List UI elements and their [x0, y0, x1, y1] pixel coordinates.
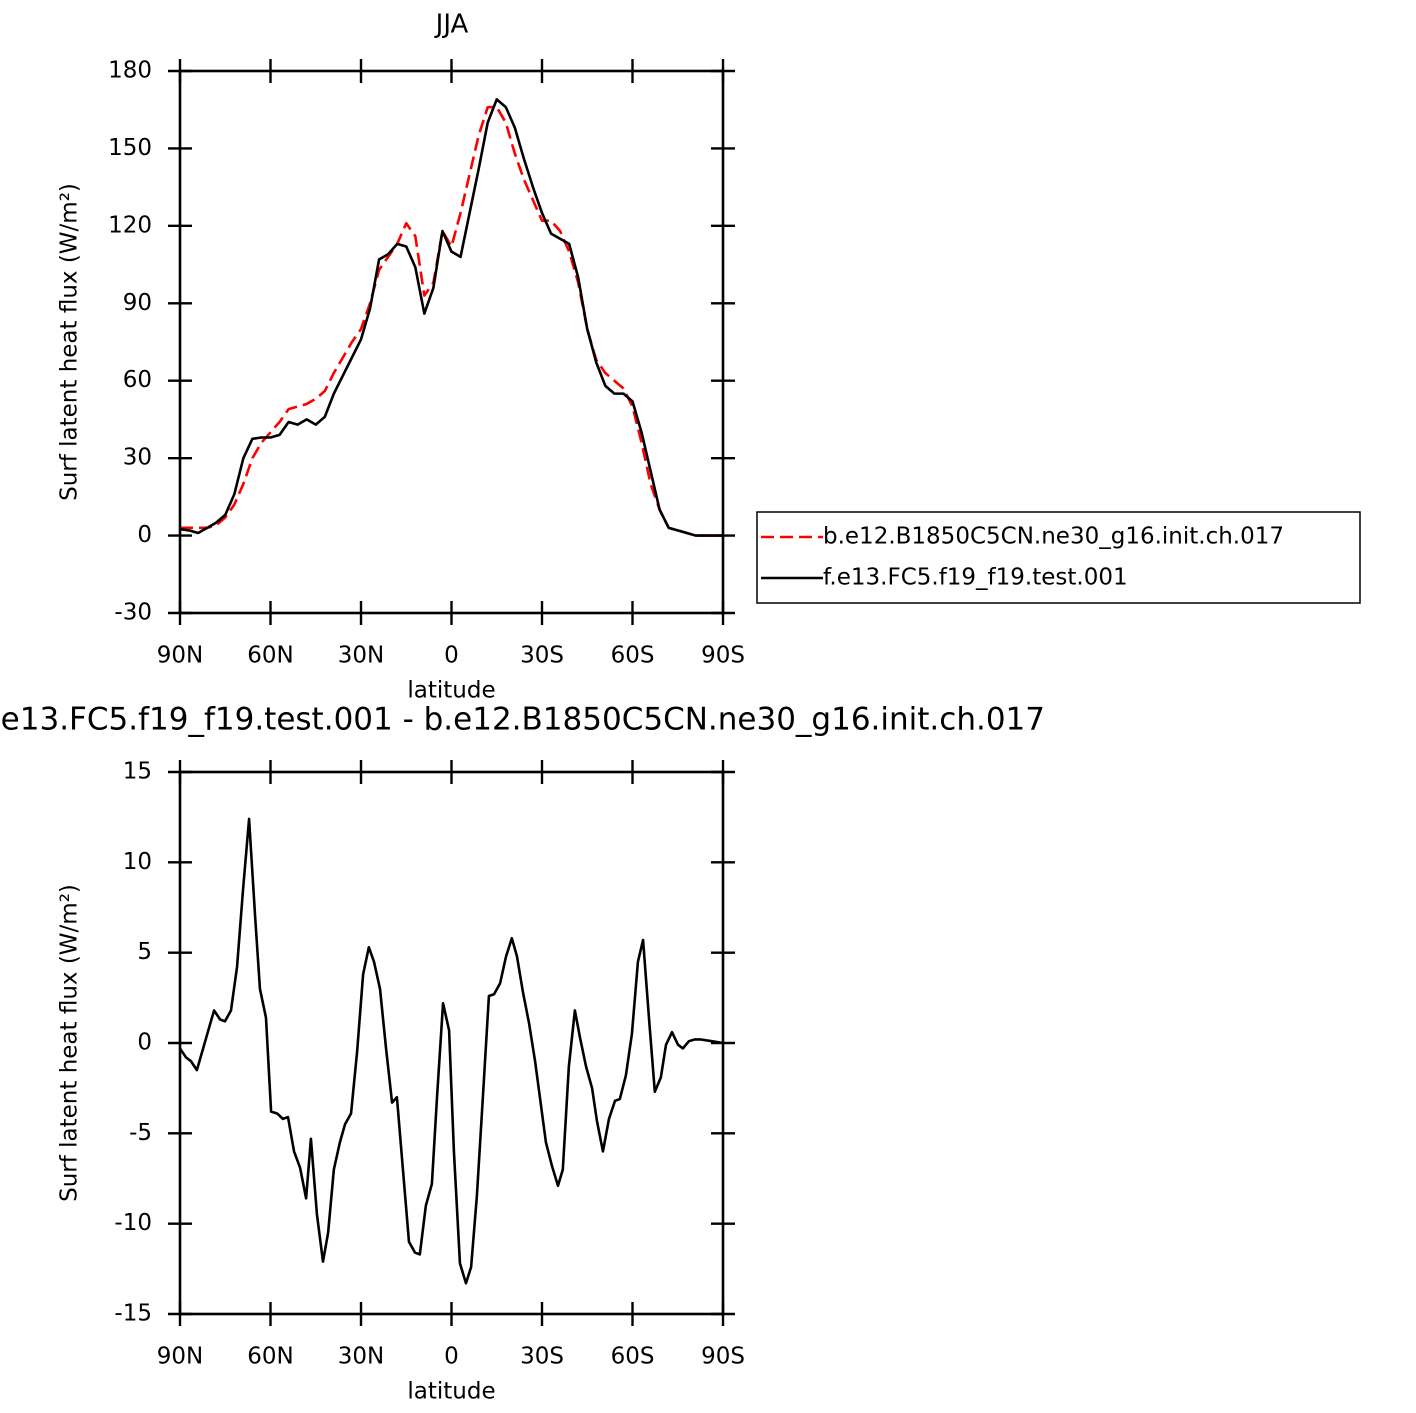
legend-label: b.e12.B1850C5CN.ne30_g16.init.ch.017 [823, 524, 1284, 550]
x-tick-label: 60N [247, 643, 293, 669]
legend-box [756, 511, 1361, 604]
chart-title: JJA [434, 10, 469, 40]
x-tick-label: 30N [338, 643, 384, 669]
x-tick-label: 90S [701, 643, 745, 669]
plot-frame [178, 69, 725, 615]
x-tick-label: 0 [444, 1344, 459, 1370]
y-tick-label: 150 [108, 135, 152, 161]
x-tick-label: 60S [611, 1344, 655, 1370]
x-tick-label: 60N [247, 1344, 293, 1370]
y-tick-label: 15 [123, 759, 152, 785]
y-tick-label: 0 [137, 522, 152, 548]
y-tick-label: -10 [114, 1210, 152, 1236]
plot-frame [178, 770, 725, 1316]
y-tick-label: 60 [123, 367, 152, 393]
legend-label: f.e13.FC5.f19_f19.test.001 [823, 565, 1128, 591]
y-tick-label: 10 [123, 849, 152, 875]
y-tick-label: -30 [114, 600, 152, 626]
y-tick-label: 0 [137, 1030, 152, 1056]
y-axis-label: Surf latent heat flux (W/m²) [57, 884, 83, 1202]
y-axis-label: Surf latent heat flux (W/m²) [57, 183, 83, 501]
data-line [178, 817, 724, 1285]
y-tick-label: 120 [108, 212, 152, 238]
y-tick-label: -5 [129, 1120, 152, 1146]
y-tick-label: 30 [123, 445, 152, 471]
x-axis-label: latitude [407, 678, 495, 704]
y-tick-label: -15 [114, 1301, 152, 1327]
y-tick-label: 90 [123, 290, 152, 316]
chart-title: f.e13.FC5.f19_f19.test.001 - b.e12.B1850… [0, 702, 1045, 738]
x-tick-label: 0 [444, 643, 459, 669]
x-tick-label: 30N [338, 1344, 384, 1370]
x-tick-label: 90N [157, 1344, 203, 1370]
data-line [180, 105, 723, 537]
x-tick-label: 90N [157, 643, 203, 669]
x-tick-label: 30S [520, 1344, 564, 1370]
y-tick-label: 5 [137, 939, 152, 965]
x-tick-label: 60S [611, 643, 655, 669]
x-tick-label: 90S [701, 1344, 745, 1370]
y-tick-label: 180 [108, 58, 152, 84]
x-axis-label: latitude [407, 1379, 495, 1405]
x-tick-label: 30S [520, 643, 564, 669]
data-line [179, 98, 723, 537]
